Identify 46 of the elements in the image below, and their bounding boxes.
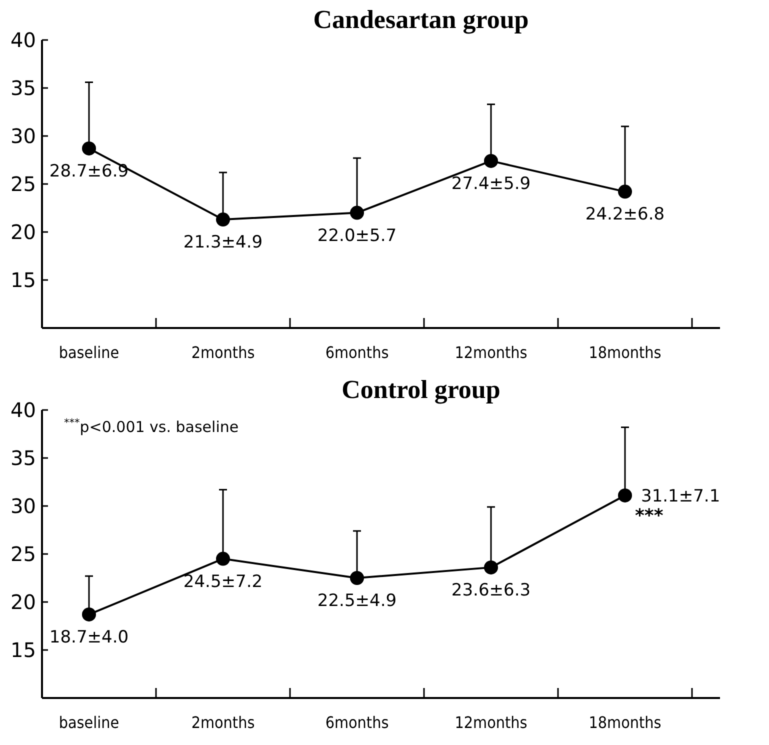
data-label: 28.7±6.9 [49,161,129,182]
x-tick-label: 12months [454,713,528,732]
y-tick-label: 35 [10,76,36,100]
y-tick-label: 20 [10,220,36,244]
data-label: 23.6±6.3 [451,580,531,600]
data-label: 24.5±7.2 [183,572,263,592]
x-tick-label: 6months [325,343,389,362]
annotation: *** [635,505,664,526]
y-tick-label: 25 [10,542,36,566]
x-tick-label: 6months [325,713,389,732]
y-tick-label: 15 [10,638,36,662]
point [350,571,364,585]
data-label: 31.1±7.1 [641,486,720,506]
point [618,488,632,502]
data-label: 21.3±4.9 [183,232,263,253]
y-tick-label: 15 [10,268,36,292]
x-tick-label: 2months [191,343,255,362]
point [216,552,230,566]
chart-title: Candesartan group [313,5,529,34]
point [484,154,498,168]
point [618,184,632,199]
y-tick-label: 40 [10,28,36,52]
x-tick-label: 12months [454,343,528,362]
data-label: 18.7±4.0 [49,627,129,648]
y-tick-label: 25 [10,172,36,196]
x-tick-label: 18months [588,713,662,732]
data-label: 27.4±5.9 [451,174,531,194]
chart-title: Control group [342,375,500,404]
point [216,212,230,227]
point [82,607,96,622]
x-tick-label: 18months [588,343,662,362]
point [484,560,498,574]
x-tick-label: baseline [58,343,120,362]
y-tick-label: 30 [10,124,36,148]
point [82,141,96,156]
y-tick-label: 20 [10,590,36,614]
x-tick-label: baseline [58,713,120,732]
point [350,206,364,220]
annotation: $^{***}$p<0.001 vs. baseline [64,417,239,436]
data-label: 22.0±5.7 [317,226,397,246]
y-tick-label: 40 [10,398,36,422]
y-tick-label: 35 [10,446,36,470]
data-label: 22.5±4.9 [317,591,397,611]
data-label: 24.2±6.8 [585,204,665,225]
y-tick-label: 30 [10,494,36,518]
x-tick-label: 2months [191,713,255,732]
